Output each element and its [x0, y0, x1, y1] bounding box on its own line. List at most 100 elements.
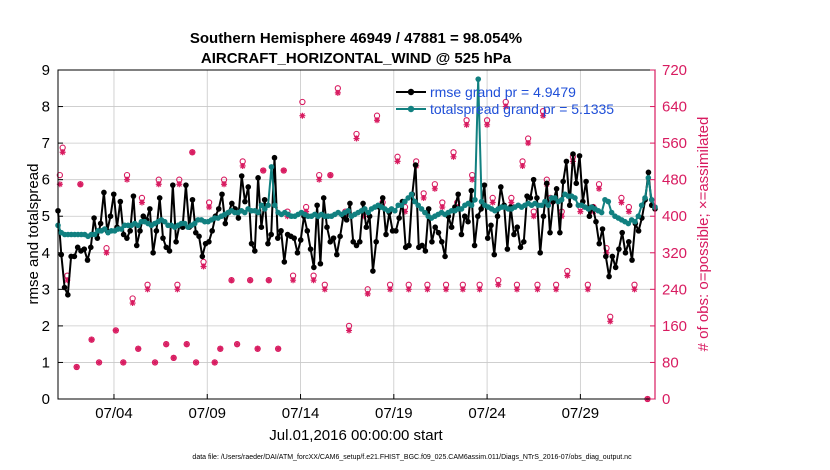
x-tick-label: 07/29 [562, 405, 600, 422]
totalspread-point [608, 209, 615, 216]
totalspread-point [365, 209, 371, 216]
grid [58, 69, 655, 400]
rmse-point [61, 284, 68, 291]
totalspread-point [255, 209, 261, 216]
y-left-tick-label: 4 [42, 245, 50, 262]
y-right-tick-label: 240 [662, 281, 687, 298]
obs-assimilated-marker [489, 199, 496, 206]
obs-assimilated-marker [124, 176, 131, 183]
obs-assimilated-marker [77, 181, 84, 188]
rmse-point [274, 235, 281, 241]
obs-assimilated-marker [217, 345, 224, 352]
obs-assimilated-marker [189, 149, 196, 156]
y-right-tick-label: 80 [662, 354, 679, 371]
obs-assimilated-marker [631, 286, 638, 293]
rmse-point [291, 235, 297, 241]
totalspread-point [268, 164, 275, 170]
rmse-point [71, 253, 78, 260]
y-axis-label-left: rmse and totalspread [25, 164, 42, 305]
rmse-point [475, 213, 481, 220]
rmse-point [511, 231, 517, 238]
rmse-point [356, 239, 363, 245]
obs-assimilated-marker [402, 208, 409, 215]
rmse-point [74, 244, 81, 251]
obs-assimilated-marker [144, 286, 151, 293]
legend-label-totalspread: totalspread grand pr = 5.1335 [430, 101, 614, 117]
obs-assimilated-marker [525, 140, 532, 147]
totalspread-point [402, 198, 408, 205]
rmse-point [517, 244, 524, 251]
legend-marker-totalspread [407, 105, 415, 113]
rmse-point [547, 229, 553, 236]
rmse-point [196, 233, 202, 240]
legend-marker-rmse [407, 88, 415, 96]
obs-assimilated-marker [420, 194, 427, 201]
tick-labels: 07/04 07/09 07/14 07/19 07/24 07/29 0 1 2 3 4 5 6 7 8 9… [42, 62, 687, 422]
totalspread-point [118, 226, 125, 232]
rmse-point [127, 228, 133, 234]
totalspread-point [135, 222, 141, 229]
obs-assimilated-marker [239, 162, 246, 169]
totalspread-point [261, 206, 268, 212]
obs-assimilated-marker [170, 354, 177, 361]
rmse-point [442, 253, 448, 260]
rmse-point [117, 198, 124, 205]
totalspread-point [572, 195, 578, 201]
rmse-point [252, 248, 258, 254]
rmse-point [455, 191, 461, 198]
x-tick-label: 07/19 [375, 405, 413, 422]
rmse-point [498, 184, 504, 190]
obs-assimilated-marker [193, 359, 200, 366]
obs-assimilated-marker [476, 286, 483, 293]
obs-assimilated-marker [405, 286, 412, 293]
rmse-point [189, 196, 196, 203]
obs-assimilated-marker [310, 277, 317, 284]
rmse-point [432, 224, 439, 230]
rmse-point [88, 244, 94, 251]
totalspread-point [258, 202, 265, 209]
totalspread-point [422, 209, 428, 216]
obs-assimilated-marker [607, 318, 614, 325]
y-left-tick-label: 8 [42, 99, 50, 116]
obs-possible-marker [56, 171, 64, 179]
obs-assimilated-marker [211, 359, 218, 366]
obs-assimilated-marker [129, 300, 136, 307]
rmse-point [514, 224, 521, 230]
rmse-point [435, 229, 442, 236]
totalspread-point [625, 220, 632, 227]
rmse-point [576, 153, 583, 159]
obs-assimilated-marker [135, 345, 142, 352]
obs-assimilated-marker [508, 199, 515, 206]
rmse-point [307, 246, 314, 252]
obs-assimilated-marker [530, 213, 537, 220]
rmse-point [563, 158, 570, 165]
rmse-point [350, 239, 357, 245]
rmse-point [520, 239, 527, 245]
rmse-point [458, 231, 465, 238]
rmse-point [297, 237, 304, 243]
rmse-point [343, 217, 350, 223]
totalspread-point [632, 218, 638, 225]
obs-assimilated-marker [280, 167, 287, 174]
rmse-point [271, 154, 278, 161]
obs-assimilated-marker [459, 286, 466, 293]
rmse-point [160, 235, 166, 241]
x-axis-label: Jul.01,2016 00:00:00 start [269, 427, 443, 444]
rmse-point [491, 251, 498, 258]
rmse-point [438, 239, 445, 245]
totalspread-point [638, 202, 645, 209]
rmse-point [347, 200, 353, 207]
rmse-point [461, 213, 468, 220]
rmse-point [281, 259, 288, 265]
rmse-point [314, 202, 320, 209]
obs-assimilated-marker [564, 272, 571, 279]
rmse-point [192, 229, 199, 236]
obs-assimilated-marker [64, 277, 71, 284]
rmse-point [612, 264, 619, 271]
totalspread-point [408, 191, 415, 198]
totalspread-point [101, 226, 108, 232]
obs-assimilated-marker [73, 364, 80, 371]
rmse-point [363, 224, 370, 230]
totalspread-point [161, 218, 168, 225]
